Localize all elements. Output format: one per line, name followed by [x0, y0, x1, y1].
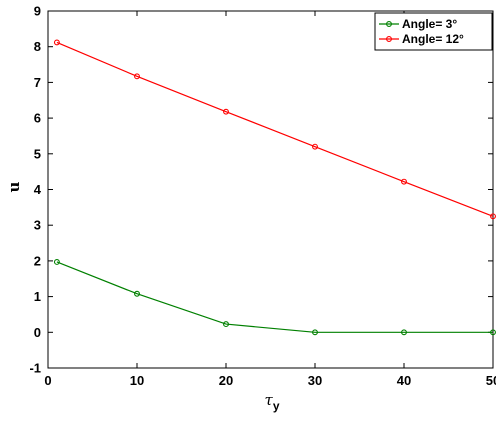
- data-point: [53, 259, 60, 265]
- x-tick-label: 20: [219, 373, 233, 388]
- x-axis-ticks: 0 10 20 30 40 50: [44, 11, 496, 388]
- data-point: [53, 39, 60, 46]
- data-point: [223, 321, 229, 328]
- y-axis-label: u: [5, 181, 23, 192]
- y-axis-ticks: -1 0 1 2 3 4 5 6 7 8 9: [29, 4, 493, 376]
- legend-label: Angle= 12°: [402, 32, 464, 46]
- series-1: [53, 259, 496, 336]
- x-axis-label: τy: [265, 391, 280, 413]
- legend-label: Angle= 3°: [402, 17, 457, 31]
- y-tick-label: 9: [34, 4, 41, 19]
- legend-box: [374, 12, 493, 51]
- y-tick-label: -1: [29, 361, 41, 376]
- x-tick-label: 30: [308, 373, 322, 388]
- y-tick-label: 2: [34, 253, 41, 268]
- y-tick-label: 4: [34, 182, 42, 197]
- x-tick-label: 0: [44, 373, 51, 388]
- data-point: [312, 329, 318, 336]
- data-point: [134, 73, 140, 80]
- data-point: [490, 213, 496, 220]
- x-tick-label: 40: [397, 373, 411, 388]
- series-line: [56, 41, 494, 217]
- data-point: [490, 329, 496, 336]
- x-axis-label-symbol: τ: [265, 391, 274, 409]
- y-tick-label: 0: [34, 325, 41, 340]
- y-tick-label: 7: [34, 75, 41, 90]
- data-point: [223, 108, 229, 115]
- data-point: [134, 290, 140, 297]
- y-tick-label: 5: [34, 146, 41, 161]
- legend-swatch-marker: [386, 21, 392, 27]
- y-tick-label: 1: [34, 289, 41, 304]
- legend-item: Angle= 12°: [379, 32, 464, 46]
- y-tick-label: 6: [34, 111, 41, 126]
- legend-item: Angle= 3°: [379, 17, 457, 31]
- series-2: [53, 39, 496, 220]
- series-line: [56, 261, 493, 333]
- x-tick-label: 10: [130, 373, 144, 388]
- data-point: [312, 143, 318, 150]
- data-point: [401, 329, 407, 336]
- plot-area: [47, 10, 494, 369]
- data-point: [401, 178, 407, 185]
- x-tick-label: 50: [486, 373, 496, 388]
- series-layer: [53, 39, 496, 336]
- y-tick-label: 3: [34, 218, 41, 233]
- plot-frame: [47, 10, 494, 369]
- x-axis-label-subscript: y: [273, 399, 280, 413]
- legend-swatch-marker: [386, 36, 392, 42]
- legend: Angle= 3°Angle= 12°: [374, 12, 493, 51]
- y-tick-label: 8: [34, 39, 41, 54]
